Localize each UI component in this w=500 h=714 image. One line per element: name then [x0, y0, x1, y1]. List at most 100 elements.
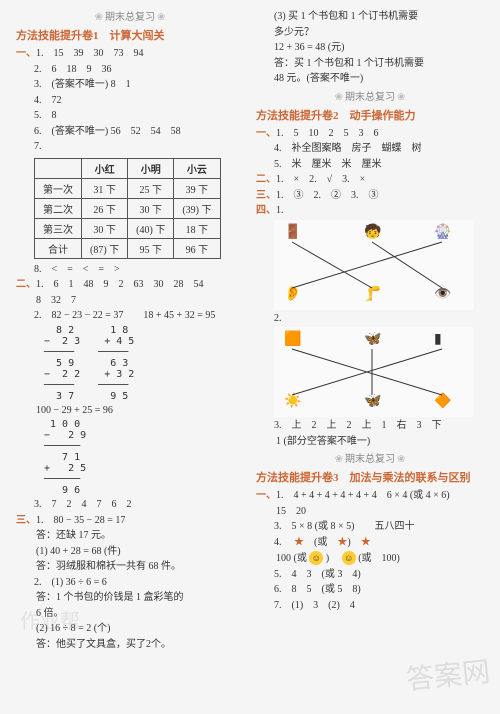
title-2: 方法技能提升卷2 动手操作能力: [256, 107, 484, 123]
table-row: 第二次 26 下 30 下 (39) 下: [35, 198, 221, 218]
r3-6: 6. 8 5 (或 5 8): [256, 583, 484, 597]
cell: 26 下: [82, 198, 128, 218]
left-column: 期末总复习 方法技能提升卷1 计算大闯关 一、1. 15 39 30 73 94…: [10, 8, 250, 706]
r2-3: 三、1. ③ 2. ② 3. ③: [256, 189, 484, 203]
r-top-c: 12 + 36 = 48 (元): [256, 41, 484, 55]
row-1-5: 5. 8: [16, 109, 244, 123]
th-empty: [35, 158, 82, 178]
r3-1: 一、1. 4 + 4 + 4 + 4 + 4 + 4 6 × 4 (或 4 × …: [256, 489, 484, 503]
r2-1-4: 4. 补全图案略 房子 蝴蝶 树: [256, 142, 484, 156]
r2-4-2: 2.: [256, 312, 484, 326]
wheel-icon: 🎡: [434, 224, 451, 241]
cell: 95 下: [128, 238, 174, 258]
cell: 第三次: [35, 218, 82, 238]
r-top-b: 多少元？: [256, 26, 484, 40]
star-icon: ★: [361, 537, 371, 548]
row-1-1: 一、1. 15 39 30 73 94: [16, 47, 244, 61]
butterfly2-icon: 🦋: [364, 393, 381, 410]
header-right-2: 期末总复习: [256, 88, 484, 103]
page: 期末总复习 方法技能提升卷1 计算大闯关 一、1. 15 39 30 73 94…: [0, 0, 500, 714]
th-xiaoyun: 小云: [174, 158, 220, 178]
shape1-icon: 🟧: [284, 331, 301, 348]
leg-icon: 🦵: [364, 286, 381, 303]
row-2-1b: 8 32 7: [16, 294, 244, 308]
cell: 合计: [35, 238, 82, 258]
row-2-2mid: 100 − 29 + 25 = 96: [16, 404, 244, 418]
sun-icon: ☀️: [284, 393, 301, 410]
r2-2: 二、1. × 2. √ 3. ×: [256, 173, 484, 187]
r2-4-3b: 1 (部分空答案不唯一): [256, 435, 484, 449]
flag-icon: ▮: [434, 331, 442, 348]
row-1-4: 4. 72: [16, 94, 244, 108]
cell: (39) 下: [174, 198, 220, 218]
r3-4: 4. ★ (或 ★) ★: [256, 536, 484, 550]
cell: 第二次: [35, 198, 82, 218]
row-2-3: 3. 7 2 4 7 6 2: [16, 498, 244, 512]
cell: 25 下: [128, 178, 174, 198]
row-1-8: 8. < = < = >: [16, 263, 244, 277]
row-3-2e: 答：他买了文具盒，买了2个。: [16, 638, 244, 652]
th-xiaohong: 小红: [82, 158, 128, 178]
header-right-3: 期末总复习: [256, 450, 484, 465]
r-top-d: 答：买 1 个书包和 1 个订书机需要: [256, 57, 484, 71]
table-row: 第一次 31 下 25 下 39 下: [35, 178, 221, 198]
row-3-1b: 答：还缺 17 元。: [16, 529, 244, 543]
row-2-2top: 2. 82 − 23 − 22 = 37 18 + 45 + 32 = 95: [16, 309, 244, 323]
cell: 30 下: [128, 198, 174, 218]
r3-5: 5. 4 3 (或 3 4): [256, 568, 484, 582]
row-3-1d: 答：羽绒服和棉袄一共有 68 件。: [16, 560, 244, 574]
r3-2: 15 20: [256, 505, 484, 519]
table-row: 合计 (87) 下 95 下 96 下: [35, 238, 221, 258]
butterfly1-icon: 🦋: [364, 331, 381, 348]
r2-1-5: 5. 米 厘米 米 厘米: [256, 158, 484, 172]
cell: 第一次: [35, 178, 82, 198]
matching-diagram-2: 🟧 🦋 ▮ ☀️ 🦋 🔶: [274, 327, 474, 417]
cell: (40) 下: [128, 218, 174, 238]
cell: 39 下: [174, 178, 220, 198]
table-row: 第三次 30 下 (40) 下 18 下: [35, 218, 221, 238]
r-top-a: (3) 买 1 个书包和 1 个订书机需要: [256, 10, 484, 24]
row-2-1a: 二、1. 6 1 48 9 2 63 30 28 54: [16, 278, 244, 292]
title-3: 方法技能提升卷3 加法与乘法的联系与区别: [256, 469, 484, 485]
row-1-7: 7.: [16, 140, 244, 154]
matching-diagram-1: 🚪 🧒 🎡 👂 🦵 👁️: [274, 220, 474, 310]
calc-block-b: 1 0 0 − 2 9 ────── 7 1 + 2 5 ────── 9 6: [44, 419, 244, 496]
smile-icon: ☺: [309, 551, 323, 565]
calc-block-a: 8 2 1 8 − 2 3 + 4 5 ───── ───── 5 9 6 3 …: [44, 325, 244, 402]
table-head-row: 小红 小明 小云: [35, 158, 221, 178]
th-xiaoming: 小明: [128, 158, 174, 178]
right-column: (3) 买 1 个书包和 1 个订书机需要 多少元？ 12 + 36 = 48 …: [250, 8, 490, 706]
r3-4b: 100 (或 ☺ ) ☺ (或 100): [256, 551, 484, 566]
cell: 31 下: [82, 178, 128, 198]
score-table: 小红 小明 小云 第一次 31 下 25 下 39 下 第二次 26 下 30 …: [34, 158, 221, 259]
row-3-2d: (2) 16 ÷ 8 = 2 (个): [16, 622, 244, 636]
diamond-icon: 🔶: [434, 393, 451, 410]
row-3-2b: 答：1 个书包的价钱是 1 盒彩笔的: [16, 591, 244, 605]
r3-3: 3. 5 × 8 (或 8 × 5) 五八四十: [256, 520, 484, 534]
cell: 18 下: [174, 218, 220, 238]
row-1-6: 6. (答案不唯一) 56 52 54 58: [16, 125, 244, 139]
title-1: 方法技能提升卷1 计算大闯关: [16, 27, 244, 43]
row-1-3: 3. (答案不唯一) 8 1: [16, 78, 244, 92]
cell: 96 下: [174, 238, 220, 258]
row-3-1c: (1) 40 + 28 = 68 (件): [16, 545, 244, 559]
star-icon: ★: [337, 537, 347, 548]
row-3-2a: 2. (1) 36 ÷ 6 = 6: [16, 576, 244, 590]
r-top-e: 48 元。(答案不唯一): [256, 72, 484, 86]
row-1-2: 2. 6 18 9 36: [16, 63, 244, 77]
star-icon: ★: [294, 537, 304, 548]
row-3-1a: 三、1. 80 − 35 − 28 = 17: [16, 514, 244, 528]
smile-icon: ☺: [342, 551, 356, 565]
eye-icon: 👁️: [434, 286, 451, 303]
ear-icon: 👂: [284, 286, 301, 303]
row-3-2c: 6 倍。: [16, 607, 244, 621]
r2-1-1: 一、1. 5 10 2 5 3 6: [256, 127, 484, 141]
r2-4-3a: 3. 上 2 上 2 上 1 右 3 下: [256, 419, 484, 433]
door-icon: 🚪: [284, 224, 301, 241]
cell: 30 下: [82, 218, 128, 238]
header-left: 期末总复习: [16, 8, 244, 23]
child-icon: 🧒: [364, 224, 381, 241]
r3-7: 7. (1) 3 (2) 4: [256, 599, 484, 613]
r2-4-1: 四、1.: [256, 204, 484, 218]
cell: (87) 下: [82, 238, 128, 258]
